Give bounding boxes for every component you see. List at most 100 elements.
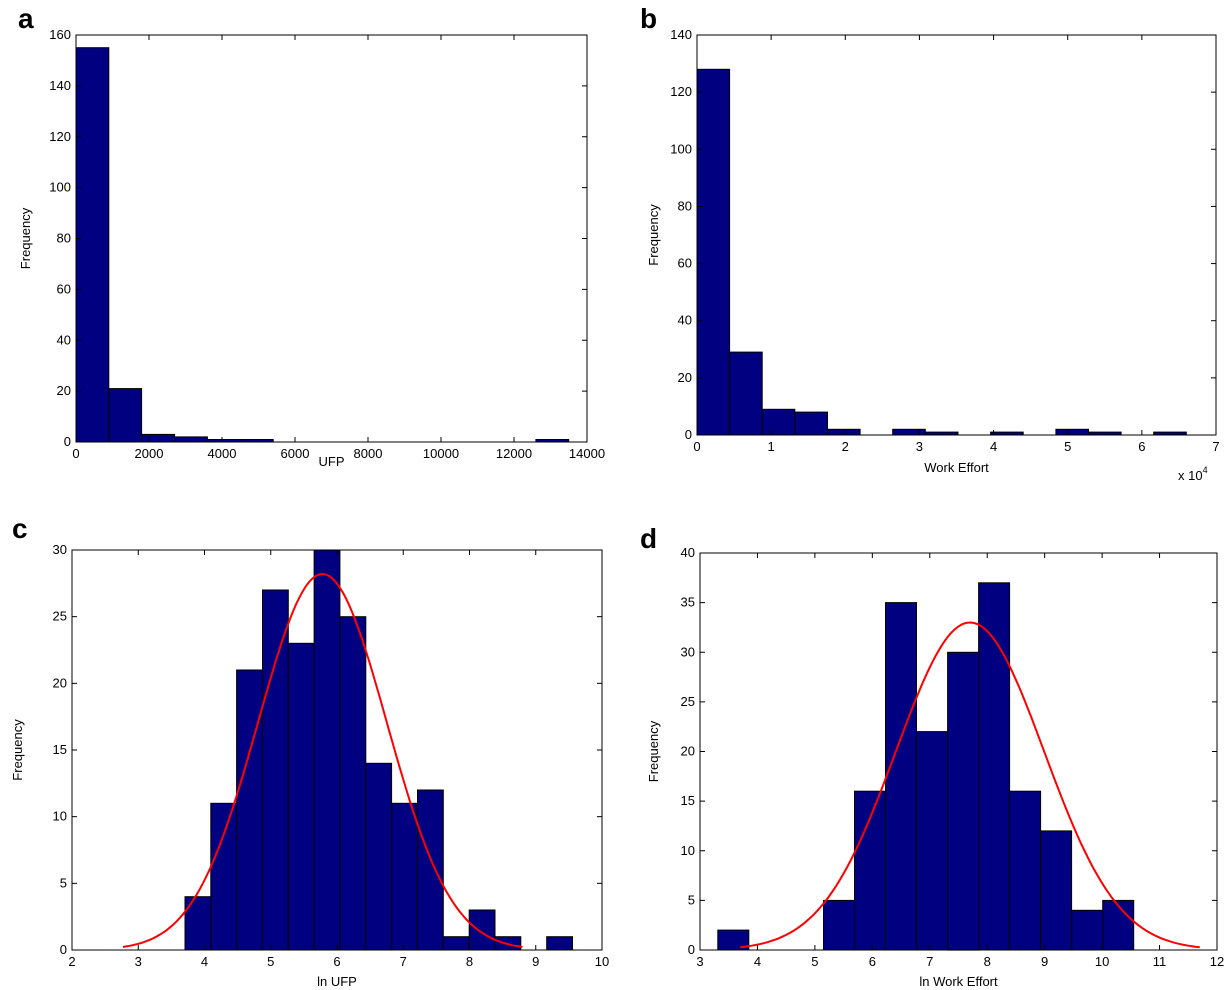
y-tick-label: 80 <box>57 231 71 246</box>
panel-d-letter: d <box>640 523 657 554</box>
panel-b-x-exponent-label: x 104 <box>1178 465 1208 483</box>
y-tick-label: 0 <box>60 942 67 957</box>
y-tick-label: 40 <box>678 313 692 328</box>
panel-b-x-exponent-power: 4 <box>1203 465 1208 475</box>
y-tick-label: 40 <box>57 332 71 347</box>
x-tick-label: 11 <box>1153 954 1167 969</box>
histogram-bar <box>947 651 980 951</box>
histogram-bar <box>468 909 496 951</box>
histogram-bar <box>546 936 574 951</box>
histogram-bar <box>417 789 444 951</box>
histogram-bar <box>823 899 855 951</box>
histogram-bar <box>210 802 238 951</box>
panel-d-bars <box>717 582 1135 951</box>
panel-b-bars <box>696 68 1187 436</box>
panel-d-y-ticks: 0 5 10 15 20 25 30 35 40 <box>681 545 1217 957</box>
x-tick-label: 0 <box>693 439 700 454</box>
x-tick-label: 0 <box>72 446 79 461</box>
histogram-bar <box>174 436 208 443</box>
normal-fit-line <box>122 572 523 948</box>
x-tick-label: 9 <box>532 954 539 969</box>
x-tick-label: 9 <box>1041 954 1048 969</box>
panel-d-chart: d 3 4 5 6 7 8 9 10 11 12 0 5 10 15 20 25 30 35 40 ln Work… <box>640 523 1224 989</box>
y-tick-label: 80 <box>678 198 692 213</box>
histogram-bar <box>1009 790 1042 951</box>
x-tick-label: 5 <box>811 954 818 969</box>
x-tick-label: 8000 <box>354 446 383 461</box>
x-tick-label: 6 <box>869 954 876 969</box>
panel-b-x-axis-label: Work Effort <box>924 460 989 475</box>
histogram-bar <box>236 669 263 951</box>
histogram-bar <box>184 896 212 951</box>
histogram-bar <box>729 351 763 436</box>
panel-a-y-ticks: 0 20 40 60 80 100 120 140 160 <box>49 27 587 449</box>
histogram-bar <box>365 762 393 951</box>
panel-b-x-ticks: 0 1 2 3 4 5 6 7 <box>693 35 1220 454</box>
y-tick-label: 20 <box>678 370 692 385</box>
x-tick-label: 7 <box>1212 439 1219 454</box>
panel-a-bars <box>75 47 570 443</box>
x-tick-label: 8 <box>984 954 991 969</box>
histogram-bar <box>75 47 110 443</box>
panel-a-x-ticks: 0 2000 4000 6000 8000 10000 12000 14000 <box>72 35 605 461</box>
y-tick-label: 100 <box>670 141 692 156</box>
histogram-bar <box>262 589 289 951</box>
y-tick-label: 60 <box>57 281 71 296</box>
panel-c-y-axis-label: Frequency <box>10 719 25 781</box>
y-tick-label: 60 <box>678 256 692 271</box>
panel-b-y-ticks: 0 20 40 60 80 100 120 140 <box>670 27 1216 442</box>
histogram-bar <box>794 411 829 436</box>
panel-b-y-axis-label: Frequency <box>646 204 661 266</box>
x-tick-label: 10 <box>1095 954 1109 969</box>
panel-d-y-axis-label: Frequency <box>646 720 661 782</box>
histogram-bar <box>978 582 1011 951</box>
x-tick-label: 10 <box>595 954 609 969</box>
histogram-bar <box>339 616 367 951</box>
x-tick-label: 1 <box>768 439 775 454</box>
panel-c-fit-curve <box>122 572 523 948</box>
panel-d-x-axis-label: ln Work Effort <box>919 974 998 989</box>
x-tick-label: 2000 <box>135 446 164 461</box>
y-tick-label: 30 <box>53 542 67 557</box>
panel-a-chart: a 0 2000 4000 6000 8000 10000 12000 14000 0 20 40… <box>18 3 605 469</box>
x-tick-label: 5 <box>267 954 274 969</box>
x-tick-label: 6000 <box>281 446 310 461</box>
x-tick-label: 3 <box>696 954 703 969</box>
panel-c-bars <box>184 549 574 951</box>
histogram-bar <box>1055 428 1090 436</box>
y-tick-label: 40 <box>681 545 695 560</box>
y-tick-label: 100 <box>49 180 71 195</box>
y-tick-label: 30 <box>681 644 695 659</box>
panel-d-fit-curve <box>740 621 1200 949</box>
panel-b-axes-frame <box>696 34 1217 436</box>
x-tick-label: 3 <box>916 439 923 454</box>
panel-c-x-ticks: 2 3 4 5 6 7 8 9 10 <box>68 550 609 969</box>
x-tick-label: 14000 <box>569 446 605 461</box>
x-tick-label: 4 <box>754 954 761 969</box>
y-tick-label: 140 <box>49 78 71 93</box>
y-tick-label: 15 <box>681 793 695 808</box>
panel-a-x-axis-label: UFP <box>319 454 345 469</box>
x-tick-label: 2 <box>68 954 75 969</box>
histogram-bar <box>313 549 341 951</box>
panel-c-x-axis-label: ln UFP <box>317 974 357 989</box>
x-tick-label: 7 <box>400 954 407 969</box>
panel-c-chart: c 2 3 4 5 6 7 8 9 10 0 5 10 15 20 25 30 ln UFP Frequen… <box>10 513 609 989</box>
x-tick-label: 12 <box>1210 954 1224 969</box>
y-tick-label: 5 <box>688 892 695 907</box>
panel-a-y-axis-label: Frequency <box>18 207 33 269</box>
histogram-bar <box>761 408 796 436</box>
y-tick-label: 20 <box>57 383 71 398</box>
panel-c-letter: c <box>12 513 28 544</box>
y-tick-label: 15 <box>53 742 67 757</box>
y-tick-label: 10 <box>53 809 67 824</box>
histogram-bar <box>916 731 949 951</box>
y-tick-label: 160 <box>49 27 71 42</box>
histogram-bar <box>287 642 315 951</box>
histogram-bar <box>391 802 419 951</box>
histogram-bar <box>141 433 176 443</box>
x-tick-label: 2 <box>842 439 849 454</box>
y-tick-label: 0 <box>64 434 71 449</box>
normal-fit-line <box>740 621 1200 949</box>
histogram-bar <box>442 936 470 951</box>
